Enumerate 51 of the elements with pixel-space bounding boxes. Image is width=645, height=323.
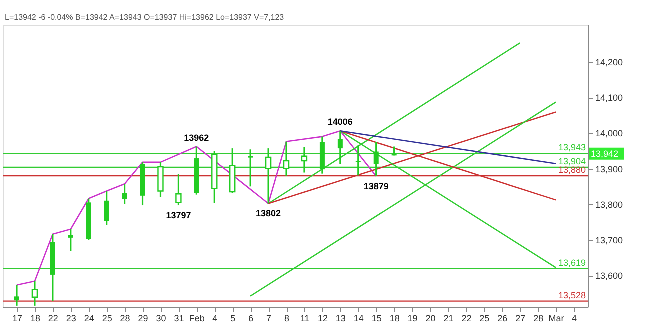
x-tick-label: 7 bbox=[266, 314, 272, 323]
x-tick-label: 28 bbox=[120, 314, 130, 323]
x-tick-label: 28 bbox=[534, 314, 544, 323]
x-tick-label: 6 bbox=[248, 314, 254, 323]
x-tick-label: 22 bbox=[48, 314, 58, 323]
x-tick-label: 4 bbox=[212, 314, 218, 323]
y-tick-label: 13,600 bbox=[596, 271, 624, 282]
ref-line-label: 13,904 bbox=[558, 156, 586, 166]
annotation: 14006 bbox=[328, 117, 353, 128]
x-tick-label: 11 bbox=[300, 314, 310, 323]
x-tick-label: 23 bbox=[66, 314, 76, 323]
y-tick-label: 14,200 bbox=[596, 58, 624, 68]
y-tick-label: 13,800 bbox=[596, 200, 624, 210]
x-tick-label: 5 bbox=[230, 314, 236, 323]
y-tick-label: 14,100 bbox=[596, 93, 624, 104]
y-tick-label: 13,700 bbox=[596, 236, 624, 246]
x-tick-label: 29 bbox=[138, 314, 148, 323]
x-tick-label: 30 bbox=[156, 314, 166, 323]
annotation: 13802 bbox=[256, 208, 282, 219]
x-tick-label: 19 bbox=[408, 314, 418, 323]
x-tick-label: 27 bbox=[516, 314, 526, 323]
x-tick-label: Mar bbox=[548, 314, 564, 323]
x-tick-label: 8 bbox=[284, 314, 290, 323]
x-tick-label: 26 bbox=[498, 314, 508, 323]
ref-line-label: 13,880 bbox=[558, 164, 586, 175]
x-tick-label: 18 bbox=[30, 314, 40, 323]
annotation: 13879 bbox=[364, 181, 389, 192]
x-tick-label: 18 bbox=[390, 314, 400, 323]
ref-line-label: 13,619 bbox=[558, 258, 586, 268]
x-tick-label: 12 bbox=[318, 314, 328, 323]
x-tick-label: 15 bbox=[372, 314, 382, 323]
x-tick-label: 25 bbox=[480, 314, 490, 323]
text: L=13942 -6 -0.04% B=13942 A=13943 O=13937 Hi=13962 Lo=13937 V=7,123 bbox=[5, 13, 285, 22]
x-tick-label: 14 bbox=[354, 314, 364, 323]
x-tick-label: Feb bbox=[189, 314, 205, 323]
ref-line-label: 13,528 bbox=[558, 290, 586, 300]
x-tick-label: 22 bbox=[462, 314, 472, 323]
x-tick-label: 21 bbox=[444, 314, 454, 323]
annotation: 13,942 bbox=[591, 148, 619, 159]
x-tick-label: 20 bbox=[426, 314, 436, 323]
y-tick-label: 13,900 bbox=[596, 164, 624, 174]
x-tick-label: 24 bbox=[84, 314, 94, 323]
annotation: 13962 bbox=[184, 132, 210, 143]
x-tick-label: 4 bbox=[572, 314, 578, 323]
annotation: 13797 bbox=[166, 210, 192, 221]
x-tick-label: 17 bbox=[12, 314, 22, 323]
x-tick-label: 31 bbox=[174, 314, 184, 323]
ref-line-label: 13,943 bbox=[558, 142, 586, 153]
x-tick-label: 25 bbox=[102, 314, 112, 323]
x-tick-label: 13 bbox=[336, 314, 346, 323]
y-tick-label: 14,000 bbox=[596, 128, 624, 139]
